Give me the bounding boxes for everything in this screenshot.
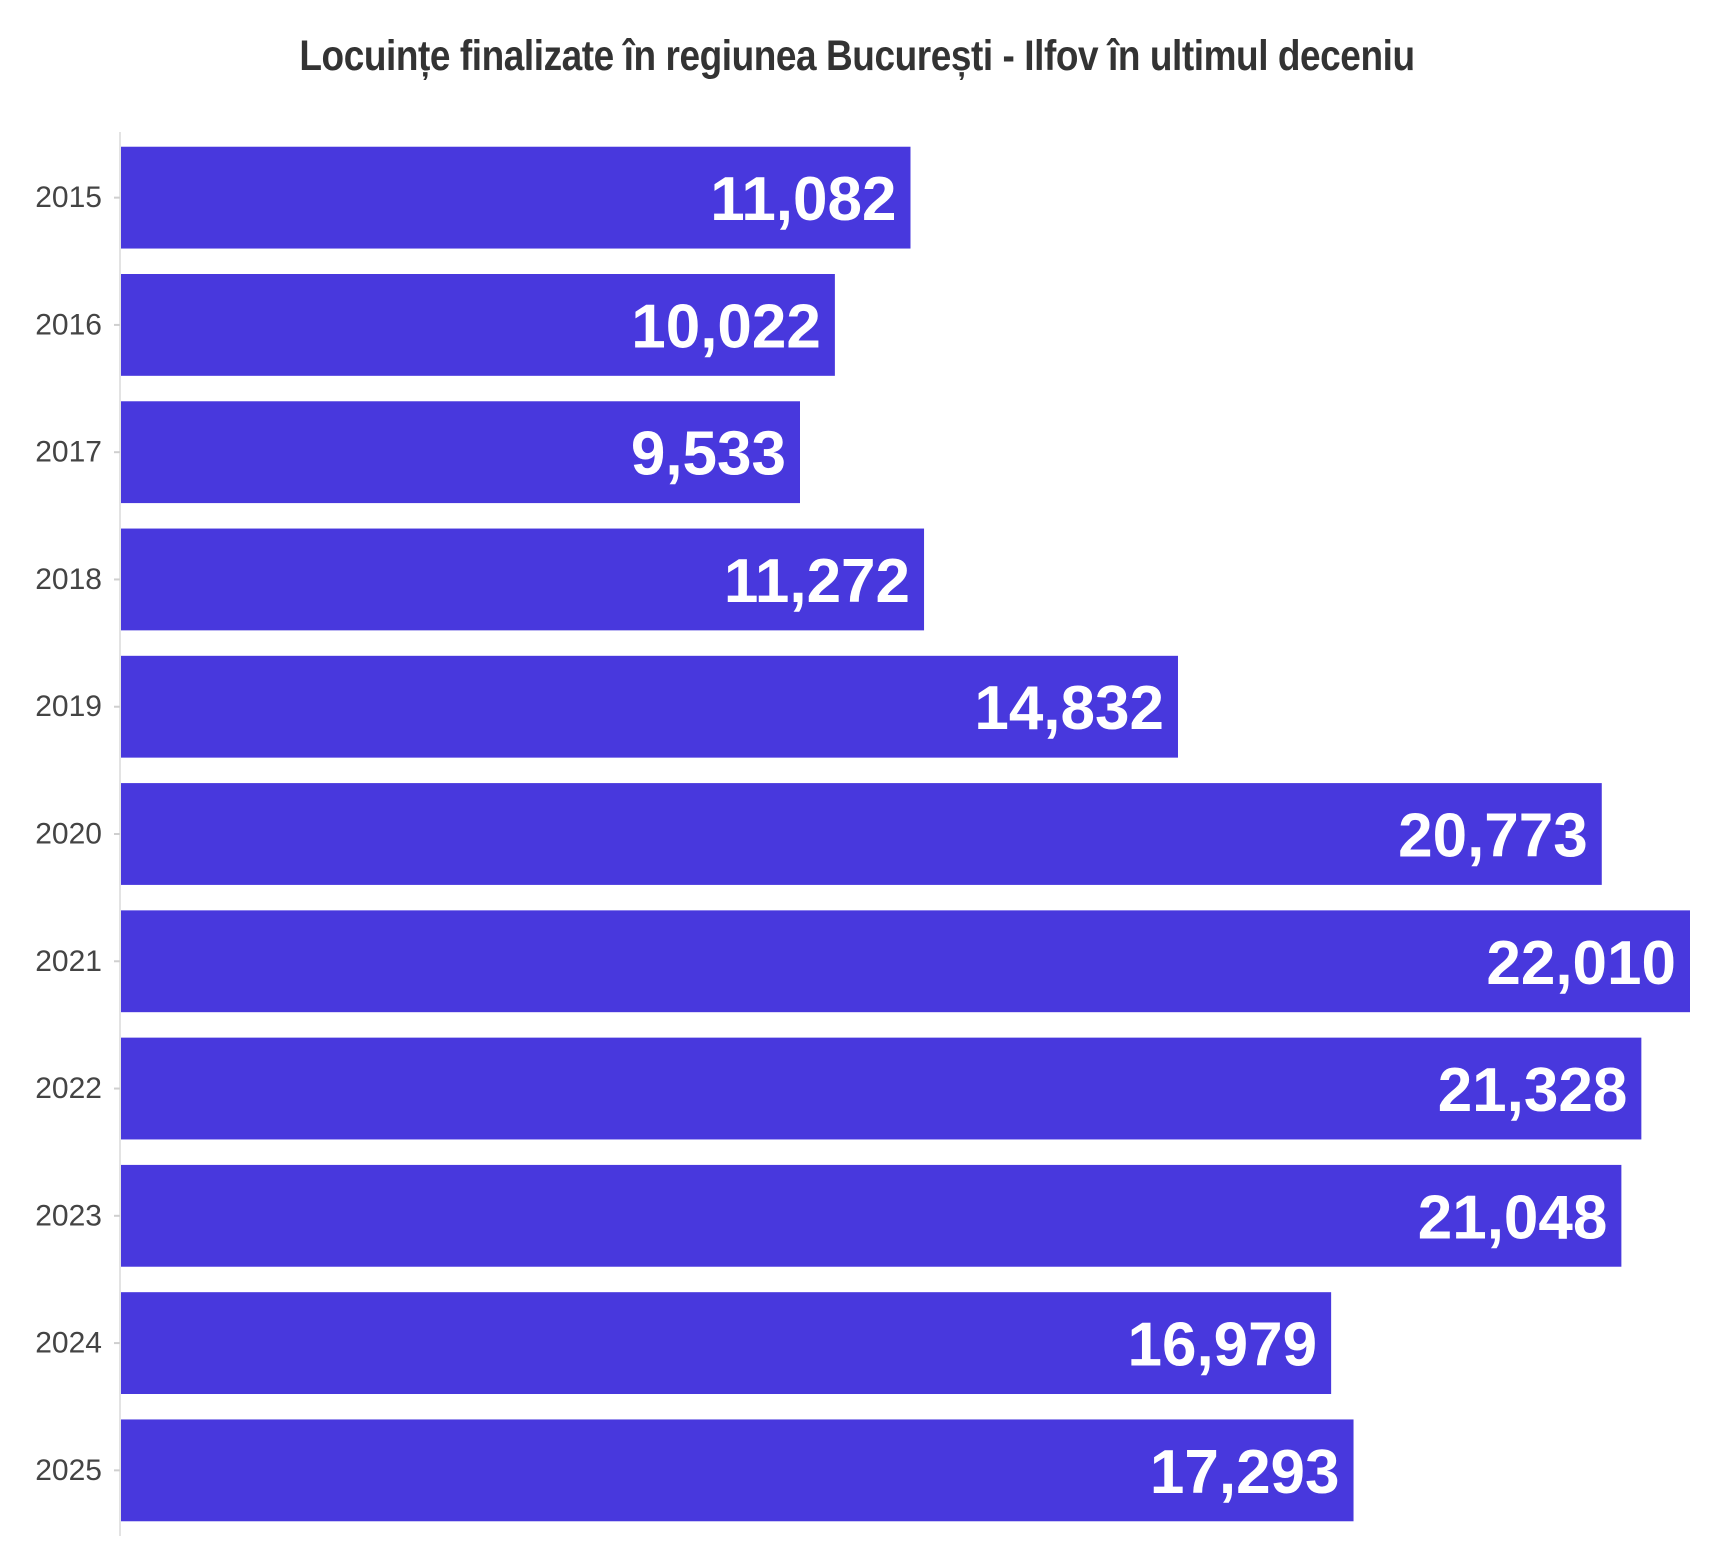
value-label-2018: 11,272 xyxy=(724,547,910,616)
value-label-2023: 21,048 xyxy=(1418,1183,1608,1252)
y-tick-label-2025: 2025 xyxy=(35,1454,102,1487)
value-label-2015: 11,082 xyxy=(710,165,896,234)
value-label-2019: 14,832 xyxy=(974,674,1164,743)
chart-title: Locuințe finalizate în regiunea Bucureșt… xyxy=(299,32,1415,80)
y-tick-label-2022: 2022 xyxy=(35,1072,102,1105)
value-label-2016: 10,022 xyxy=(631,292,821,361)
y-tick-label-2019: 2019 xyxy=(35,690,102,723)
value-label-2021: 22,010 xyxy=(1486,929,1676,998)
y-tick-label-2018: 2018 xyxy=(35,563,102,596)
bar-2024 xyxy=(121,1292,1332,1394)
value-label-2020: 20,773 xyxy=(1398,802,1588,871)
y-tick-label-2024: 2024 xyxy=(35,1327,102,1360)
bar-2025 xyxy=(121,1419,1354,1522)
bar-2023 xyxy=(121,1164,1622,1267)
bar-2016 xyxy=(121,274,835,376)
bar-2018 xyxy=(121,528,925,631)
bar-2021 xyxy=(121,910,1690,1013)
y-tick-label-2016: 2016 xyxy=(35,308,102,341)
value-label-2025: 17,293 xyxy=(1150,1438,1340,1507)
y-tick-label-2015: 2015 xyxy=(35,181,102,214)
bar-2020 xyxy=(121,783,1602,885)
y-tick-label-2023: 2023 xyxy=(35,1199,102,1232)
bar-2022 xyxy=(121,1037,1642,1140)
y-tick-label-2017: 2017 xyxy=(35,436,102,469)
bar-2015 xyxy=(121,146,911,249)
y-tick-label-2021: 2021 xyxy=(35,945,102,978)
value-label-2022: 21,328 xyxy=(1438,1056,1628,1125)
bar-2017 xyxy=(121,401,801,504)
value-label-2024: 16,979 xyxy=(1127,1311,1317,1380)
y-tick-label-2020: 2020 xyxy=(35,818,102,851)
value-label-2017: 9,533 xyxy=(631,420,786,489)
bar-2019 xyxy=(121,655,1178,758)
